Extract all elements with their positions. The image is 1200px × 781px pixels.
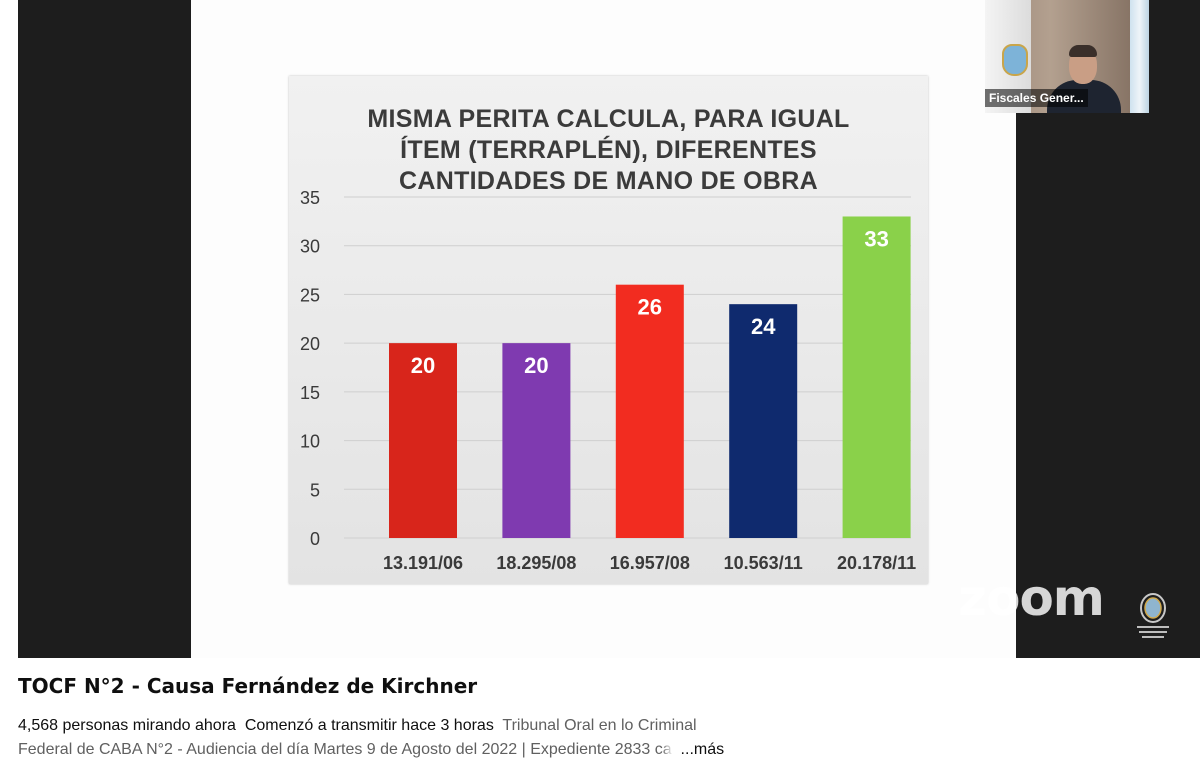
y-tick-label: 25 <box>300 285 320 305</box>
y-tick-label: 30 <box>300 237 320 257</box>
show-more-button[interactable]: ...más <box>680 741 725 758</box>
x-tick-label: 16.957/08 <box>610 553 690 573</box>
bar <box>615 284 684 538</box>
court-logo-icon <box>1137 593 1169 638</box>
coat-of-arms-icon <box>1002 44 1028 76</box>
chart-svg: 0 5 10 15 20 25 30 35 20 13.191/06 20 18.295/08 26 16… <box>300 188 916 573</box>
y-tick-label: 0 <box>310 529 320 549</box>
chart-title: MISMA PERITA CALCULA, PARA IGUAL ÍTEM (T… <box>367 105 850 195</box>
y-tick-label: 5 <box>310 480 320 500</box>
bar <box>729 304 798 538</box>
bar <box>389 343 457 538</box>
flag-image <box>1130 0 1149 113</box>
y-tick-label: 35 <box>300 188 320 208</box>
y-tick-label: 15 <box>300 383 320 403</box>
zoom-watermark: zoom <box>958 569 1105 627</box>
stream-start-time: Comenzó a transmitir hace 3 horas <box>244 717 494 734</box>
video-info: TOCF N°2 - Causa Fernández de Kirchner 4… <box>18 672 1188 762</box>
participant-name-label: Fiscales Gener... <box>985 89 1088 107</box>
description-text: Tribunal Oral en lo Criminal <box>502 717 697 734</box>
video-description[interactable]: 4,568 personas mirando ahora Comenzó a t… <box>18 714 798 762</box>
y-tick-label: 10 <box>300 432 320 452</box>
x-tick-label: 10.563/11 <box>724 553 803 573</box>
video-title: TOCF N°2 - Causa Fernández de Kirchner <box>18 674 478 698</box>
data-label: 20 <box>524 353 548 378</box>
person-hair <box>1069 45 1097 57</box>
viewer-count: 4,568 personas mirando ahora <box>18 717 236 734</box>
data-label: 20 <box>411 353 435 378</box>
x-tick-label: 20.178/11 <box>837 553 916 573</box>
bar <box>502 343 571 538</box>
data-label: 33 <box>864 226 888 251</box>
y-tick-label: 20 <box>300 334 320 354</box>
data-label: 24 <box>751 314 776 339</box>
data-label: 26 <box>638 295 662 320</box>
x-tick-label: 18.295/08 <box>496 553 576 573</box>
description-faded-text: ca <box>654 741 672 758</box>
x-tick-label: 13.191/06 <box>383 553 463 573</box>
description-text-line2: Federal de CABA N°2 - Audiencia del día … <box>18 741 655 758</box>
bar-chart: MISMA PERITA CALCULA, PARA IGUAL ÍTEM (T… <box>289 76 928 584</box>
bar <box>842 216 911 538</box>
